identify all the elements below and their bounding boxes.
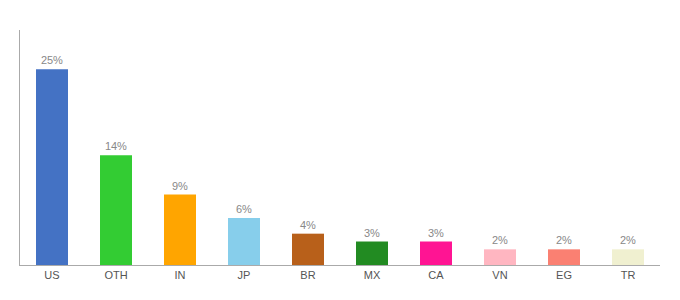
svg-text:BR: BR: [300, 269, 315, 281]
svg-text:3%: 3%: [364, 227, 380, 239]
svg-text:OTH: OTH: [104, 269, 127, 281]
svg-text:2%: 2%: [492, 234, 508, 246]
svg-text:MX: MX: [364, 269, 381, 281]
svg-text:2%: 2%: [620, 234, 636, 246]
svg-text:VN: VN: [492, 269, 507, 281]
svg-text:3%: 3%: [428, 227, 444, 239]
svg-text:IN: IN: [175, 269, 186, 281]
svg-text:9%: 9%: [172, 180, 188, 192]
svg-text:JP: JP: [238, 269, 251, 281]
svg-text:14%: 14%: [105, 140, 127, 152]
svg-text:TR: TR: [621, 269, 636, 281]
svg-text:CA: CA: [428, 269, 444, 281]
svg-text:6%: 6%: [236, 203, 252, 215]
svg-text:EG: EG: [556, 269, 572, 281]
svg-text:2%: 2%: [556, 234, 572, 246]
svg-text:4%: 4%: [300, 219, 316, 231]
svg-text:25%: 25%: [41, 54, 63, 66]
svg-text:US: US: [44, 269, 59, 281]
